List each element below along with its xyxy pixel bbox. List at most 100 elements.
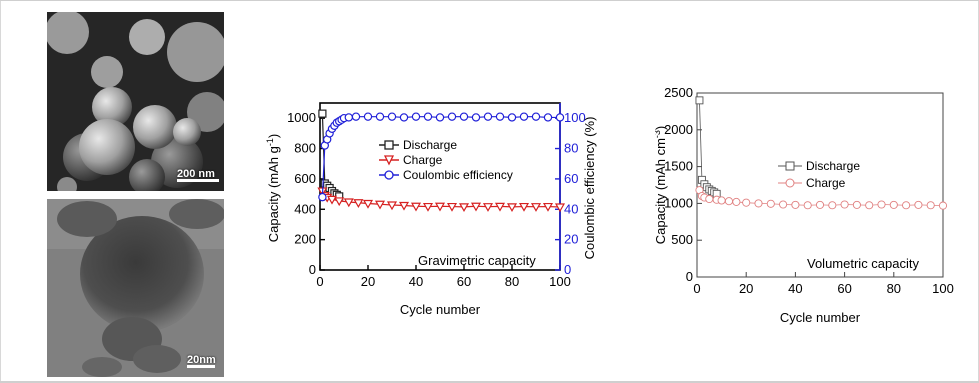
data-point-1 (482, 203, 494, 212)
y-tick-label: 600 (294, 171, 316, 186)
x-tick-label: 0 (316, 274, 323, 289)
x-tick-label: 40 (409, 274, 423, 289)
y-tick-label: 1000 (287, 110, 316, 125)
y-tick-label: 0 (686, 269, 693, 284)
legend-label-discharge: Discharge (806, 159, 860, 173)
tem-scale-label: 20nm (187, 354, 216, 366)
data-point-1 (326, 195, 338, 205)
data-point-1 (353, 199, 364, 208)
data-point-1 (926, 201, 935, 210)
chart-legend: Discharge Charge (778, 159, 860, 190)
data-point-1 (852, 200, 861, 209)
data-point-1 (724, 197, 734, 206)
x-tick-label: 20 (361, 274, 375, 289)
x-tick-label: 80 (505, 274, 519, 289)
data-point-1 (343, 198, 354, 208)
data-point-2 (411, 112, 421, 121)
data-point-1 (766, 199, 775, 208)
data-point-2 (459, 112, 469, 121)
data-point-0 (695, 96, 704, 105)
data-point-2 (351, 112, 361, 121)
data-point-1 (840, 200, 849, 209)
plot-area (319, 102, 561, 271)
data-point-2 (363, 112, 373, 121)
data-point-2 (531, 112, 541, 121)
y-tick-label: 200 (294, 232, 316, 247)
data-point-1 (458, 203, 470, 213)
y-tick-label: 0 (309, 262, 316, 277)
data-point-1 (828, 201, 837, 210)
sem-scale-label: 200 nm (177, 168, 215, 180)
data-point-1 (938, 201, 948, 210)
y2-tick-label: 0 (564, 262, 571, 277)
x-tick-label: 60 (457, 274, 471, 289)
chart-annotation: Volumetric capacity (807, 256, 919, 271)
data-point-1 (434, 202, 446, 212)
data-point-1 (554, 203, 566, 213)
data-point-2 (447, 112, 457, 121)
bottom-rule (0, 381, 979, 383)
data-point-1 (717, 196, 726, 205)
legend-label-ce: Coulombic efficiency (403, 168, 513, 182)
data-point-1 (374, 200, 386, 210)
legend-label-charge: Charge (806, 176, 846, 190)
y-tick-label: 2000 (664, 122, 693, 137)
data-point-1 (877, 200, 886, 209)
tem-scale-bar (187, 365, 215, 368)
data-point-2 (318, 192, 327, 202)
legend-label-charge: Charge (403, 153, 443, 167)
data-point-2 (435, 113, 445, 122)
data-point-2 (519, 112, 529, 121)
data-point-1 (410, 202, 422, 212)
data-point-2 (423, 112, 433, 121)
x-tick-label: 100 (549, 274, 571, 289)
data-point-1 (754, 199, 763, 208)
y2-tick-label: 20 (564, 232, 578, 247)
sem-micrograph: 200 nm (47, 12, 224, 191)
legend-marker-discharge (384, 140, 394, 150)
data-point-1 (334, 197, 345, 207)
y-tick-label: 1000 (664, 195, 693, 210)
y-axis-label: Capacity (mAh cm-3) (655, 126, 668, 245)
legend-marker-charge (383, 155, 395, 166)
y-tick-label: 2500 (664, 85, 693, 100)
y2-tick-label: 40 (564, 201, 578, 216)
data-point-0 (318, 109, 327, 118)
sem-image (47, 12, 224, 191)
data-point-1 (779, 200, 788, 209)
data-point-1 (446, 202, 458, 212)
x-tick-label: 60 (837, 281, 851, 296)
x-tick-label: 40 (788, 281, 802, 296)
data-point-1 (914, 200, 923, 209)
x-tick-label: 20 (739, 281, 753, 296)
data-point-1 (422, 202, 434, 212)
data-point-1 (742, 198, 751, 207)
y2-tick-label: 100 (564, 110, 586, 125)
data-point-2 (471, 113, 481, 122)
data-point-2 (375, 112, 385, 121)
y-tick-label: 800 (294, 141, 316, 156)
data-point-2 (495, 112, 505, 121)
x-axis-label: Cycle number (400, 302, 481, 317)
data-point-1 (803, 201, 812, 210)
top-rule (0, 0, 979, 1)
data-point-1 (791, 200, 800, 209)
x-tick-label: 0 (693, 281, 700, 296)
data-point-1 (518, 202, 530, 212)
plot-area (696, 92, 944, 278)
data-point-2 (387, 112, 397, 121)
data-point-2 (507, 113, 517, 122)
data-point-1 (506, 203, 518, 213)
data-point-1 (494, 202, 506, 212)
data-point-2 (344, 113, 354, 122)
data-point-2 (555, 113, 565, 122)
data-point-1 (815, 200, 825, 209)
data-point-1 (530, 203, 542, 212)
y2-tick-label: 60 (564, 171, 578, 186)
legend-marker-ce (384, 170, 394, 180)
legend-marker-charge (785, 178, 795, 188)
y2-axis-label: Coulombic efficiency (%) (582, 117, 597, 260)
data-point-1 (865, 201, 874, 210)
data-point-2 (399, 113, 409, 122)
